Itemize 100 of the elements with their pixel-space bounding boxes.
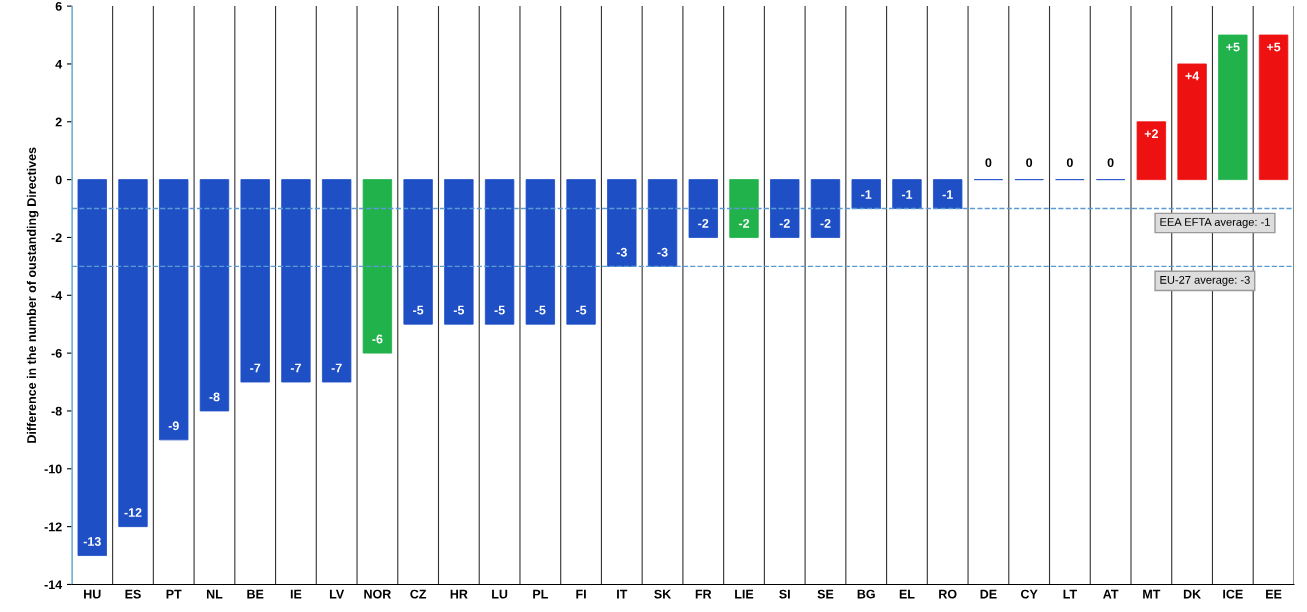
y-tick-label: -10 — [44, 464, 62, 474]
bar — [933, 179, 963, 209]
data-label: -6 — [372, 334, 383, 344]
bar — [810, 179, 841, 238]
data-label: -3 — [657, 247, 668, 257]
y-tick-label: -4 — [51, 291, 63, 300]
data-label: -5 — [535, 305, 546, 315]
y-tick-label: 0 — [55, 175, 62, 185]
data-label: -7 — [331, 363, 342, 373]
x-tick-label: SK — [654, 589, 672, 599]
y-axis-title: Difference in the number of oustanding Directives — [26, 147, 39, 443]
data-label: 0 — [1026, 158, 1033, 168]
bar — [199, 179, 230, 412]
bar — [1218, 34, 1248, 181]
data-label: -9 — [168, 421, 179, 431]
bar — [607, 179, 637, 267]
data-label: -2 — [820, 218, 831, 228]
x-tick-label: EE — [1266, 589, 1282, 599]
data-label: -5 — [453, 305, 465, 315]
bar — [403, 179, 433, 325]
bar — [77, 179, 107, 556]
x-tick-label: AT — [1103, 589, 1119, 599]
y-tick-label: 2 — [55, 117, 62, 127]
data-label: -5 — [494, 305, 505, 315]
x-tick-label: MT — [1143, 589, 1161, 599]
x-tick-label: BG — [857, 589, 875, 599]
x-tick-label: NOR — [364, 589, 392, 599]
data-label: -5 — [413, 305, 424, 315]
data-label: -1 — [942, 190, 953, 199]
y-tick-label: 6 — [55, 1, 62, 11]
bar — [647, 179, 678, 267]
x-tick-label: EL — [899, 589, 915, 599]
data-label: -8 — [209, 392, 220, 402]
bar — [118, 179, 148, 528]
data-label: -12 — [124, 508, 142, 517]
ref-line-label: EU-27 average: -3 — [1160, 275, 1250, 287]
bar — [892, 179, 922, 209]
bar — [321, 179, 352, 383]
bar — [1136, 121, 1167, 181]
x-tick-label: CY — [1020, 589, 1038, 599]
bar — [1258, 34, 1289, 181]
bar — [688, 179, 718, 238]
x-tick-label: DK — [1183, 589, 1201, 599]
data-label: +4 — [1185, 71, 1200, 81]
bar — [566, 179, 596, 325]
x-tick-label: HR — [450, 589, 468, 599]
x-tick-label: SE — [817, 589, 834, 599]
bar — [770, 179, 800, 238]
y-tick-label: -14 — [44, 580, 63, 589]
data-label: -7 — [250, 363, 261, 373]
x-tick-label: ICE — [1223, 589, 1243, 599]
bar — [484, 179, 515, 325]
x-tick-label: BE — [247, 589, 264, 599]
bar — [851, 179, 881, 209]
x-tick-label: RO — [939, 589, 957, 599]
x-tick-label: FI — [576, 589, 586, 599]
bar — [159, 179, 189, 441]
x-tick-label: NL — [206, 589, 223, 599]
x-tick-label: HU — [84, 589, 101, 599]
data-label: +2 — [1144, 129, 1158, 139]
bar — [240, 179, 270, 383]
y-tick-label: -12 — [44, 522, 62, 532]
x-tick-label: IE — [290, 589, 302, 599]
data-label: -1 — [861, 190, 872, 199]
y-tick-label: -8 — [51, 406, 62, 416]
data-label: -1 — [901, 190, 913, 199]
x-tick-label: SI — [779, 589, 790, 599]
data-label: -5 — [576, 305, 587, 315]
data-label: +5 — [1266, 42, 1281, 52]
x-tick-label: IT — [617, 589, 628, 599]
bar — [729, 179, 759, 238]
data-label: -2 — [779, 218, 790, 228]
data-label: -7 — [290, 363, 301, 373]
x-tick-label: DE — [980, 589, 997, 599]
x-tick-label: LU — [492, 589, 508, 599]
bar — [281, 179, 311, 383]
bar — [1177, 63, 1207, 181]
x-tick-label: FR — [695, 589, 712, 599]
data-label: -2 — [738, 218, 750, 228]
bar — [444, 179, 474, 325]
data-label: +5 — [1226, 42, 1240, 52]
y-tick-label: -2 — [51, 233, 62, 242]
data-label: -2 — [698, 218, 709, 228]
x-tick-label: ES — [125, 589, 141, 599]
data-label: -3 — [616, 247, 627, 257]
ref-line-label: EEA EFTA average: -1 — [1160, 218, 1270, 229]
bar — [362, 179, 393, 354]
data-label: 0 — [1107, 158, 1114, 168]
y-tick-label: 4 — [55, 59, 63, 69]
data-label: 0 — [1066, 158, 1073, 168]
x-tick-label: LV — [329, 589, 345, 599]
data-label: -13 — [83, 537, 101, 546]
x-tick-label: LT — [1063, 589, 1077, 599]
x-tick-label: LIE — [735, 589, 754, 599]
x-tick-label: PL — [533, 589, 548, 599]
x-tick-label: PT — [166, 589, 182, 599]
y-tick-label: -6 — [51, 348, 62, 358]
bar — [525, 179, 556, 325]
data-label: 0 — [985, 158, 992, 168]
x-tick-label: CZ — [410, 589, 427, 599]
